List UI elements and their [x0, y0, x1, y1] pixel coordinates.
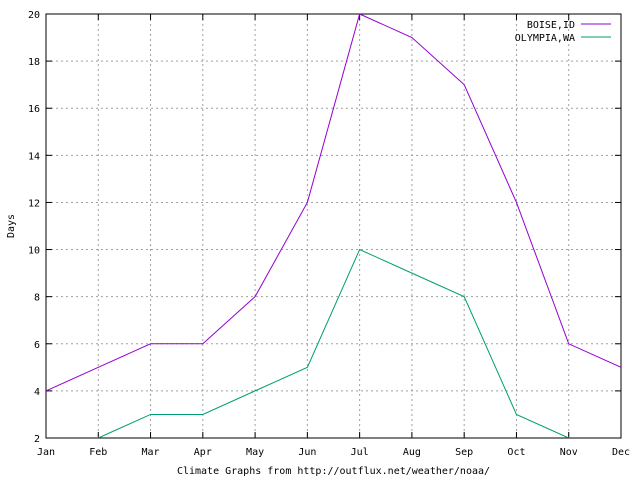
- series-lines: [46, 13, 621, 438]
- y-tick-label: 20: [28, 10, 40, 21]
- x-tick-label: Apr: [194, 447, 212, 458]
- legend-label: BOISE,ID: [527, 20, 575, 31]
- x-tick-label: Feb: [89, 447, 107, 458]
- grid: [46, 14, 621, 438]
- x-tick-label: Jul: [351, 447, 369, 458]
- tick-labels: 2 4 6 8 10 12 14 16 18 20 Jan Feb Mar Apr May Jun Jul Aug…: [28, 10, 630, 458]
- x-tick-label: Jun: [298, 447, 316, 458]
- y-tick-label: 6: [34, 340, 40, 351]
- legend: BOISE,ID OLYMPIA,WA: [515, 20, 611, 44]
- x-tick-label: Aug: [403, 447, 421, 458]
- series-line-olympia: [97, 248, 570, 438]
- series-line-boise: [46, 13, 621, 392]
- ticks: [45, 13, 622, 439]
- x-tick-label: Jan: [37, 447, 55, 458]
- y-tick-label: 16: [28, 104, 40, 115]
- x-tick-label: Sep: [455, 447, 473, 458]
- legend-label: OLYMPIA,WA: [515, 33, 575, 44]
- x-tick-label: May: [246, 447, 264, 458]
- x-axis-label: Climate Graphs from http://outflux.net/w…: [177, 466, 490, 477]
- x-tick-label: Oct: [507, 447, 525, 458]
- x-tick-label: Mar: [142, 447, 160, 458]
- x-tick-label: Nov: [560, 447, 578, 458]
- y-tick-label: 12: [28, 198, 40, 209]
- plot-frame: [45, 13, 622, 439]
- y-tick-label: 2: [34, 434, 40, 445]
- x-tick-label: Dec: [612, 447, 630, 458]
- y-tick-label: 4: [34, 387, 40, 398]
- y-axis-label: Days: [6, 214, 17, 238]
- y-tick-label: 18: [28, 57, 40, 68]
- y-tick-label: 14: [28, 151, 40, 162]
- y-tick-label: 10: [28, 246, 40, 257]
- y-tick-label: 8: [34, 293, 40, 304]
